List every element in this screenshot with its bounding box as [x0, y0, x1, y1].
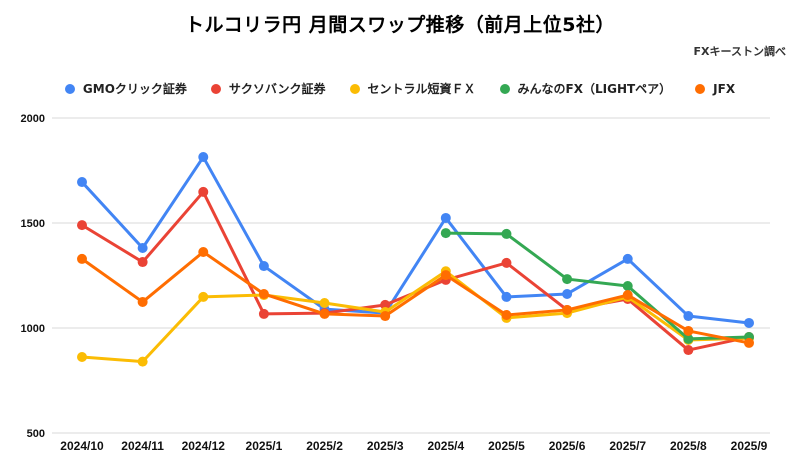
data-point[interactable] [258, 308, 269, 319]
data-point[interactable] [562, 288, 573, 299]
legend-label: セントラル短資ＦＸ [367, 82, 476, 96]
data-point[interactable] [319, 298, 330, 309]
data-point[interactable] [744, 337, 754, 348]
series-3 [440, 228, 754, 344]
x-tick-label: 2025/7 [609, 439, 646, 453]
legend-marker [64, 83, 75, 94]
legend-marker [695, 83, 706, 94]
legend-label: GMOクリック証券 [82, 82, 187, 96]
x-tick-label: 2025/8 [670, 439, 707, 453]
data-point[interactable] [137, 356, 148, 367]
x-tick-label: 2025/1 [246, 439, 283, 453]
y-tick-label: 2000 [21, 113, 45, 125]
x-tick-label: 2025/6 [549, 439, 586, 453]
series-line [81, 269, 750, 364]
legend-item-central[interactable]: セントラル短資ＦＸ [349, 80, 476, 97]
legend-marker [349, 83, 360, 94]
legend-item-jfx[interactable]: JFX [695, 80, 735, 97]
data-point[interactable] [258, 261, 269, 272]
x-tick-label: 2024/11 [121, 439, 164, 453]
chart-title: トルコリラ円 月間スワップ推移（前月上位5社） [185, 14, 615, 36]
data-point[interactable] [319, 308, 330, 319]
x-tick-label: 2025/5 [488, 439, 525, 453]
data-point[interactable] [622, 290, 633, 301]
data-point[interactable] [137, 296, 148, 307]
data-point[interactable] [77, 220, 87, 231]
legend-item-minna[interactable]: みんなのFX（LIGHTペア） [499, 80, 672, 97]
x-axis: 2024/10 2024/11 2024/12 2025/1 2025/2 2025/3 2… [60, 439, 767, 453]
legend-marker [210, 83, 221, 94]
data-point[interactable] [137, 242, 148, 253]
x-tick-label: 2025/2 [306, 439, 343, 453]
x-tick-label: 2025/4 [427, 439, 464, 453]
series-0 [77, 152, 754, 328]
data-point[interactable] [562, 304, 573, 315]
gridlines [52, 117, 770, 434]
data-point[interactable] [744, 317, 754, 328]
y-tick-label: 500 [27, 428, 45, 440]
data-point[interactable] [198, 152, 209, 163]
legend-item-saxo[interactable]: サクソバンク証券 [210, 80, 326, 97]
data-point[interactable] [501, 309, 512, 320]
y-axis: 2000 1500 1000 500 [21, 113, 45, 440]
legend: GMOクリック証券 サクソバンク証券 セントラル短資ＦＸ みんなのFX（LIGH… [0, 80, 800, 97]
data-point[interactable] [683, 325, 694, 336]
data-point[interactable] [77, 177, 87, 188]
data-point[interactable] [198, 186, 209, 197]
data-point[interactable] [683, 333, 694, 344]
y-tick-label: 1500 [21, 218, 45, 230]
x-tick-label: 2025/3 [367, 439, 404, 453]
series-line [81, 250, 750, 345]
data-point[interactable] [77, 253, 87, 264]
source-note: FXキーストン調べ [693, 45, 786, 58]
x-tick-label: 2024/10 [60, 439, 104, 453]
legend-label: みんなのFX（LIGHTペア） [517, 82, 672, 96]
data-point[interactable] [622, 281, 633, 291]
y-tick-label: 1000 [21, 323, 45, 335]
legend-label: サクソバンク証券 [228, 82, 326, 96]
legend-label: JFX [713, 81, 736, 96]
data-point[interactable] [501, 257, 512, 268]
legend-marker [499, 83, 510, 94]
data-point[interactable] [440, 228, 451, 239]
data-point[interactable] [440, 212, 451, 223]
data-point[interactable] [77, 351, 87, 362]
data-point[interactable] [380, 311, 391, 322]
series-line [445, 231, 750, 341]
data-point[interactable] [198, 246, 209, 257]
data-point[interactable] [198, 291, 209, 302]
data-point[interactable] [622, 253, 633, 264]
data-point[interactable] [683, 345, 694, 356]
data-point[interactable] [501, 228, 512, 239]
data-point[interactable] [501, 291, 512, 302]
series-lines [77, 152, 754, 367]
data-point[interactable] [380, 299, 391, 310]
data-point[interactable] [258, 288, 269, 299]
series-4 [77, 246, 754, 348]
x-tick-label: 2024/12 [182, 439, 226, 453]
data-point[interactable] [562, 274, 573, 285]
data-point[interactable] [683, 311, 694, 322]
data-point[interactable] [137, 257, 148, 268]
legend-item-gmo[interactable]: GMOクリック証券 [64, 80, 187, 97]
x-tick-label: 2025/9 [731, 439, 768, 453]
series-line [80, 155, 750, 325]
data-point[interactable] [440, 270, 451, 281]
